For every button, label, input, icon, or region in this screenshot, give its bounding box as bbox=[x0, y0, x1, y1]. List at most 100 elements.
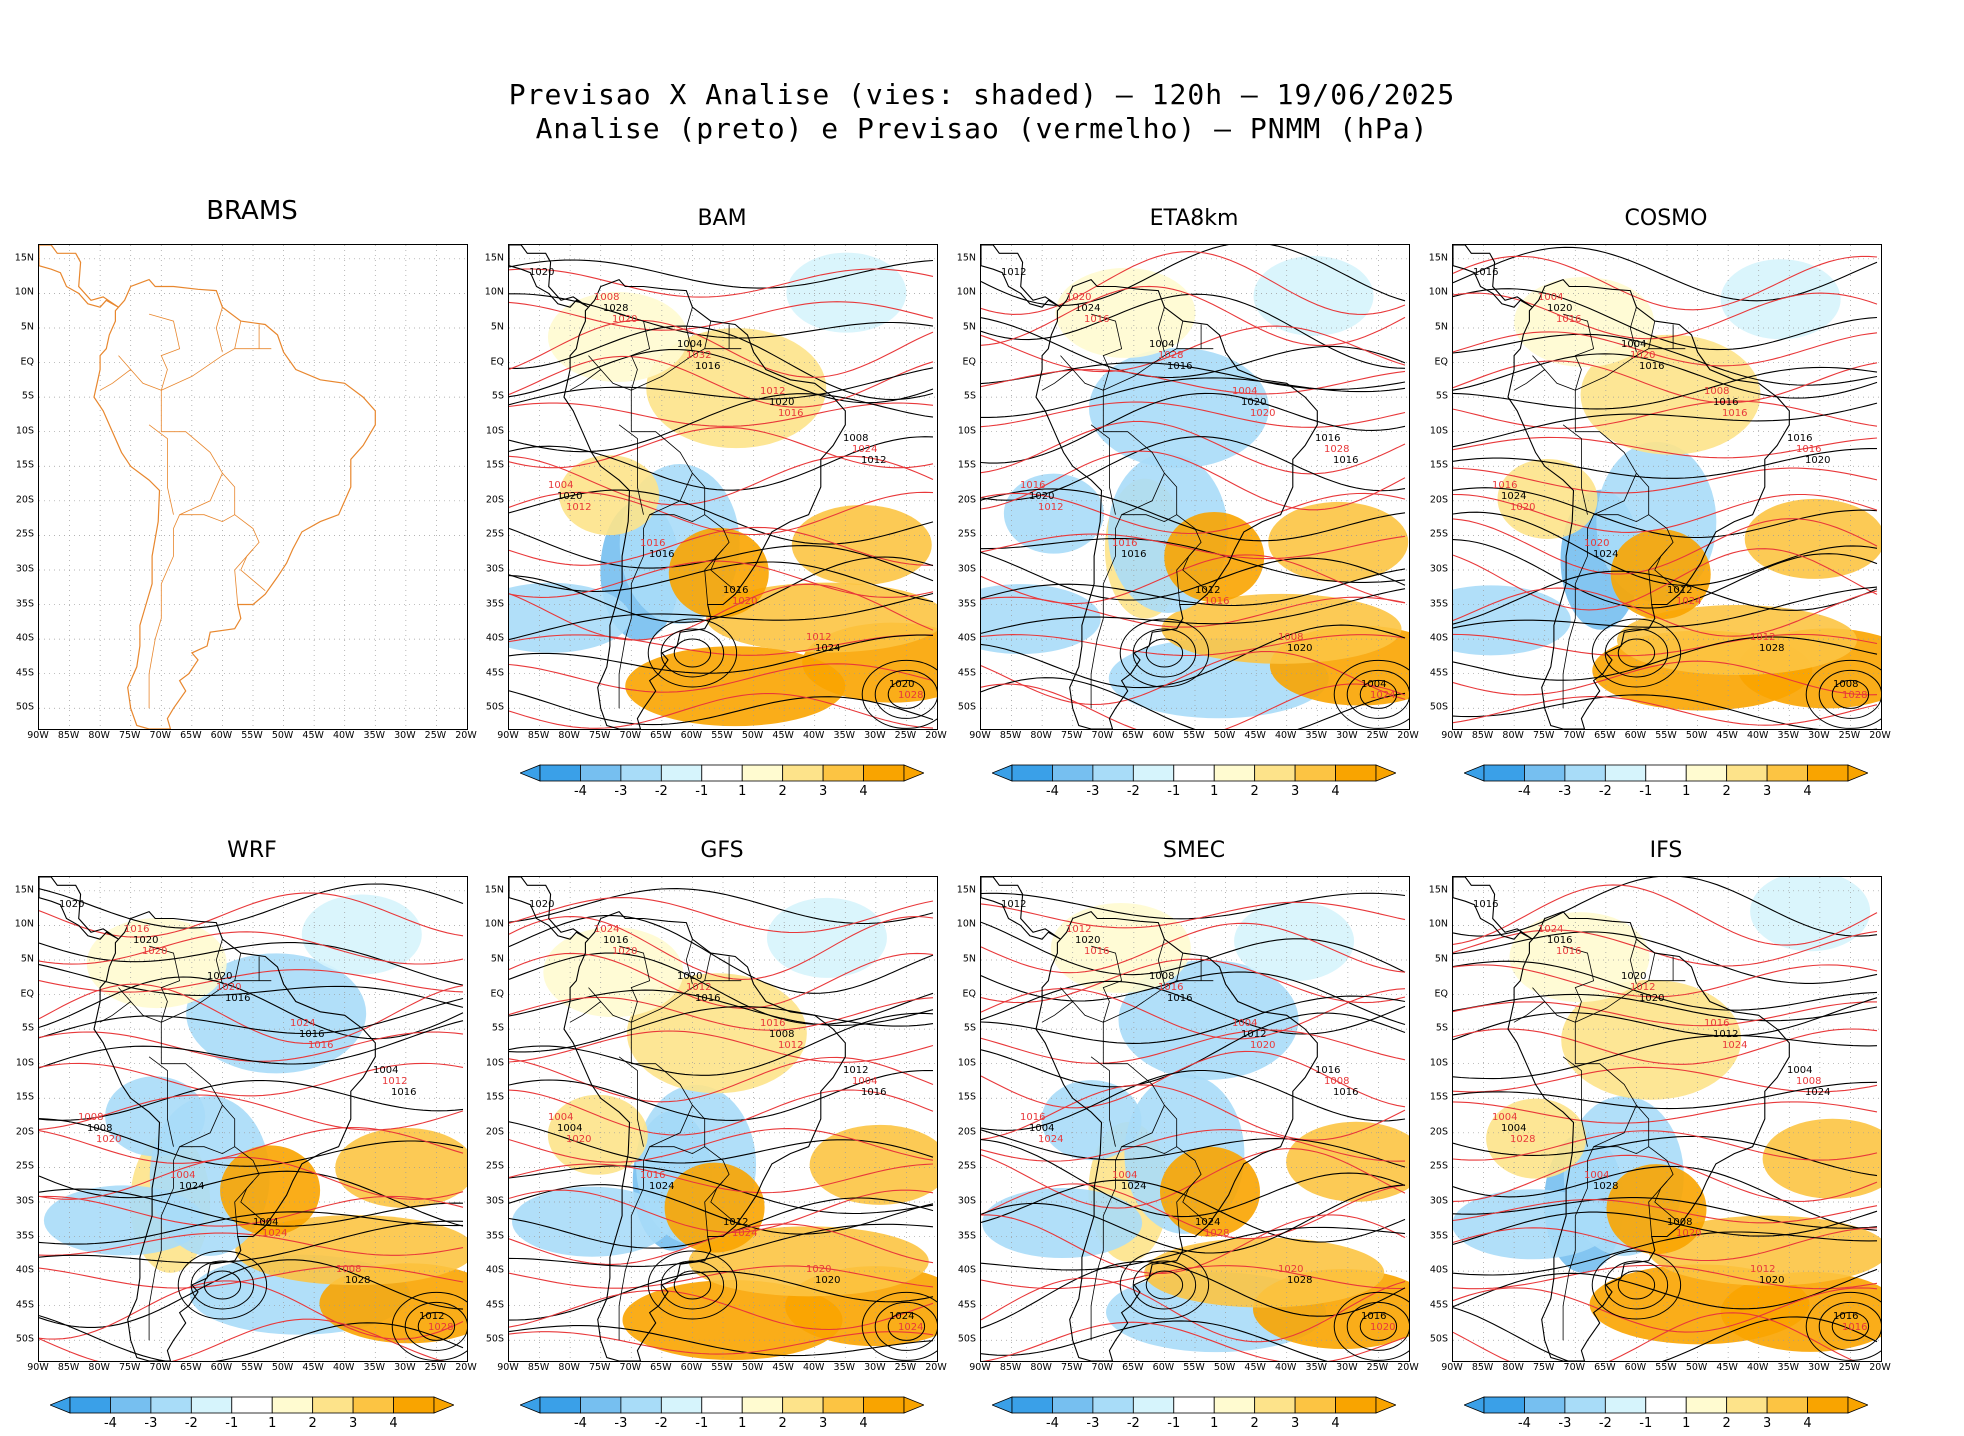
isobar-label: 1016 bbox=[124, 924, 149, 935]
longitude-tick: 35W bbox=[1305, 1362, 1328, 1373]
isobar-label: 1024 bbox=[1676, 596, 1701, 607]
bias-shading bbox=[1750, 877, 1871, 952]
isobar-label: 1020 bbox=[769, 397, 794, 408]
isobar-label: 1016 bbox=[861, 1087, 886, 1098]
longitude-tick: 25W bbox=[894, 730, 917, 741]
country-border bbox=[1102, 390, 1208, 592]
latitude-tick: 35S bbox=[957, 598, 976, 610]
analysis-isobar bbox=[1453, 1231, 1878, 1276]
pressure-map-svg: 1016101610201024102410281028102010201016… bbox=[1453, 877, 1881, 1361]
isobar-label: 1012 bbox=[1195, 585, 1220, 596]
analysis-isobar bbox=[39, 997, 464, 1039]
forecast-isobar bbox=[1453, 1101, 1878, 1124]
colorbar-tick-label: 1 bbox=[738, 1416, 747, 1431]
country-border bbox=[1090, 313, 1123, 391]
isobar-label: 1016 bbox=[225, 993, 250, 1004]
latitude-tick: 35S bbox=[1429, 598, 1448, 610]
analysis-isobar bbox=[1453, 694, 1877, 729]
forecast-isobar bbox=[1453, 1227, 1878, 1262]
bias-shading bbox=[512, 1186, 673, 1257]
bias-shading bbox=[335, 1127, 467, 1208]
latitude-tick: 20S bbox=[15, 1126, 34, 1138]
latitude-tick: 5S bbox=[1435, 1022, 1448, 1034]
latitude-tick: 15S bbox=[15, 459, 34, 471]
bias-shading bbox=[809, 1124, 937, 1205]
isobar-label: 1016 bbox=[1787, 433, 1812, 444]
latitude-tick: 5S bbox=[21, 1022, 34, 1034]
country-border bbox=[215, 307, 223, 353]
longitude-tick: 40W bbox=[332, 1362, 355, 1373]
forecast-isobar bbox=[1453, 633, 1878, 657]
latitude-axis: 15N 10N 5N EQ 5S 10S 15S 20S 25S 30S 35S 40S 45S 50S bbox=[1422, 244, 1450, 728]
colorbar: -4 -3 -2 -1 1 2 3 4 bbox=[1462, 1396, 1870, 1436]
isobar-label: 1020 bbox=[1250, 408, 1275, 419]
latitude-tick: EQ bbox=[962, 356, 976, 368]
coastline bbox=[981, 245, 1061, 308]
analysis-isobar bbox=[509, 367, 934, 406]
panel-eta8km: ETA8km 1012 1016 1016 1020 1016 1012 1016 1016 10… bbox=[957, 206, 1419, 741]
analysis-isobar bbox=[509, 592, 934, 641]
latitude-tick: 50S bbox=[1429, 1333, 1448, 1345]
isobar-label: 1024 bbox=[1038, 1134, 1063, 1145]
longitude-tick: 55W bbox=[711, 1362, 733, 1373]
pressure-map-svg: 1012101610161020101610121016101610201024… bbox=[981, 245, 1409, 729]
colorbar-tick-label: -3 bbox=[614, 1416, 628, 1431]
longitude-tick: 90W bbox=[27, 1362, 49, 1373]
forecast-isobar bbox=[1453, 587, 1878, 637]
country-border bbox=[1562, 473, 1637, 709]
latitude-tick: EQ bbox=[1434, 356, 1448, 368]
isobar-label: 1016 bbox=[1492, 480, 1517, 491]
bias-shading bbox=[1580, 334, 1761, 455]
colorbar-tick-label: -3 bbox=[144, 1416, 158, 1431]
longitude-tick: 60W bbox=[1624, 1362, 1647, 1373]
map-frame: 1016 1016 1020 1024 1024 1028 1028 1020 1020 1016… bbox=[1452, 876, 1882, 1362]
forecast-isobar bbox=[981, 1183, 1406, 1240]
latitude-tick: 5S bbox=[963, 1022, 976, 1034]
isobar-label: 1024 bbox=[649, 1181, 674, 1192]
isobar-label: 1024 bbox=[852, 444, 877, 455]
longitude-axis: 90W 85W 80W 75W 70W 65W 60W 55W 50W 45W 40W 35W 30W 2… bbox=[969, 730, 1418, 744]
pressure-map-svg: 1020102010161016101210121016102010241028… bbox=[509, 245, 937, 729]
latitude-tick: 25S bbox=[485, 1160, 504, 1172]
coastline bbox=[1507, 910, 1790, 1361]
bias-shading bbox=[1486, 1098, 1587, 1179]
isobar-label: 1016 bbox=[1704, 1018, 1729, 1029]
forecast-isobar bbox=[981, 1277, 1406, 1343]
longitude-axis: 90W 85W 80W 75W 70W 65W 60W 55W 50W 45W 40W 35W 30W 2… bbox=[497, 730, 946, 744]
latitude-tick: 5N bbox=[490, 321, 504, 333]
panel-title: IFS bbox=[1649, 838, 1683, 863]
latitude-tick: 15S bbox=[1429, 459, 1448, 471]
isobar-label: 1012 bbox=[1750, 1264, 1775, 1275]
pressure-map-svg bbox=[39, 245, 467, 729]
latitude-tick: EQ bbox=[490, 356, 504, 368]
country-border bbox=[1176, 1180, 1196, 1237]
longitude-tick: 85W bbox=[1471, 730, 1494, 741]
longitude-tick: 65W bbox=[1594, 1362, 1616, 1373]
panel-bam: BAM 1020 1020 1016 1016 1012 1012 1016 1020 1024 1… bbox=[485, 206, 947, 741]
latitude-tick: 45S bbox=[15, 1299, 34, 1311]
latitude-tick: 5N bbox=[1434, 321, 1448, 333]
latitude-tick: 5N bbox=[490, 953, 504, 965]
latitude-tick: 45S bbox=[957, 1299, 976, 1311]
country-border bbox=[234, 953, 242, 981]
forecast-isobar bbox=[509, 1056, 934, 1103]
isobar-label: 1016 bbox=[299, 1029, 324, 1040]
colorbar-tick-label: -4 bbox=[573, 784, 587, 799]
country-border bbox=[215, 939, 223, 985]
longitude-tick: 85W bbox=[527, 730, 550, 741]
forecast-isobar bbox=[509, 915, 934, 980]
longitude-tick: 30W bbox=[1336, 730, 1358, 741]
panel-cosmo: COSMO 1016 1016 1016 1016 1020 1020 1024 1024 102… bbox=[1429, 206, 1891, 741]
isobar-label: 1020 bbox=[1066, 292, 1091, 303]
isobar-label: 1008 bbox=[336, 1264, 361, 1275]
latitude-tick: 5N bbox=[1434, 953, 1448, 965]
country-border bbox=[1629, 939, 1637, 985]
longitude-tick: 45W bbox=[772, 1362, 794, 1373]
country-border bbox=[704, 1180, 724, 1237]
forecast-isobar bbox=[39, 1062, 464, 1097]
analysis-isobar bbox=[509, 915, 934, 994]
longitude-tick: 35W bbox=[363, 730, 386, 741]
latitude-tick: 5S bbox=[491, 390, 504, 402]
country-border bbox=[161, 980, 272, 1023]
isobar-label: 1004 bbox=[1787, 1065, 1812, 1076]
